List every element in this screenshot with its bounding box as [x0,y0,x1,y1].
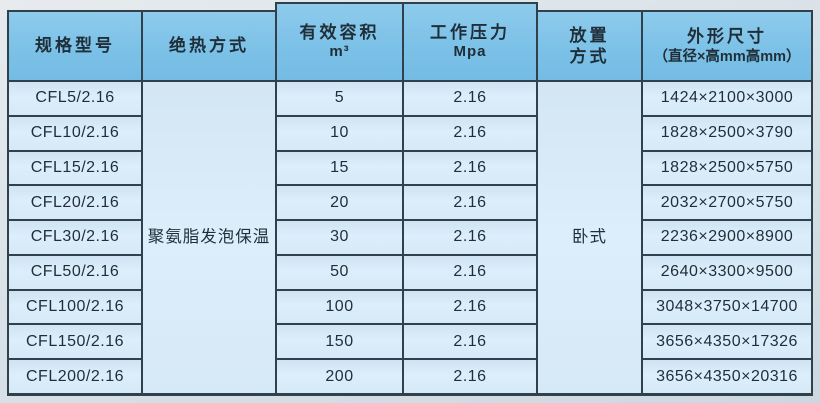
header-placement-title: 放置 [569,25,610,45]
header-model-title: 规格型号 [35,36,115,56]
cell-pressure: 2.16 [404,151,536,185]
cell-model: CFL100/2.16 [9,290,141,324]
cell-volume: 15 [277,151,402,185]
header-model: 规格型号 [9,12,141,80]
header-volume-unit: m³ [329,43,350,61]
header-placement: 放置 方式 [538,12,641,80]
cell-model: CFL5/2.16 [9,82,141,115]
spec-table: 规格型号 绝热方式 有效容积 m³ 工作压力 Mpa 放置 方式 外形尺寸 （直… [7,4,813,396]
header-volume: 有效容积 m³ [277,4,402,80]
header-pressure: 工作压力 Mpa [404,4,536,80]
header-dimensions-title: 外形尺寸 [687,27,767,47]
cell-dimensions: 2032×2700×5750 [643,186,811,220]
header-dimensions-unit: （直径×高mm高mm） [653,48,801,65]
cell-volume: 20 [277,186,402,220]
cell-placement-merged: 卧式 [538,82,641,393]
cell-dimensions: 3656×4350×20316 [643,360,811,393]
cell-model: CFL30/2.16 [9,221,141,254]
cell-volume: 50 [277,255,402,289]
cell-dimensions: 1424×2100×3000 [643,82,811,115]
cell-volume: 200 [277,360,402,393]
cell-pressure: 2.16 [404,186,536,220]
cell-pressure: 2.16 [404,82,536,115]
cell-volume: 10 [277,116,402,150]
cell-dimensions: 3656×4350×17326 [643,325,811,359]
cell-dimensions: 3048×3750×14700 [643,290,811,324]
header-insulation-title: 绝热方式 [169,36,249,56]
cell-pressure: 2.16 [404,221,536,254]
header-pressure-title: 工作压力 [430,23,510,42]
cell-pressure: 2.16 [404,255,536,289]
cell-model: CFL200/2.16 [9,360,141,393]
cell-volume: 5 [277,82,402,115]
header-volume-title: 有效容积 [299,23,380,42]
header-dimensions: 外形尺寸 （直径×高mm高mm） [643,12,811,80]
header-pressure-unit: Mpa [453,43,487,61]
cell-pressure: 2.16 [404,290,536,324]
header-insulation: 绝热方式 [143,12,275,80]
cell-dimensions: 1828×2500×5750 [643,151,811,185]
header-placement-title-line2: 方式 [569,47,610,66]
cell-model: CFL15/2.16 [9,151,141,185]
cell-dimensions: 1828×2500×3790 [643,116,811,150]
cell-model: CFL50/2.16 [9,255,141,289]
cell-volume: 100 [277,290,402,324]
cell-model: CFL150/2.16 [9,325,141,359]
cell-volume: 150 [277,325,402,359]
cell-pressure: 2.16 [404,360,536,393]
cell-pressure: 2.16 [404,116,536,150]
cell-model: CFL10/2.16 [9,116,141,150]
cell-volume: 30 [277,221,402,254]
cell-dimensions: 2640×3300×9500 [643,255,811,289]
cell-model: CFL20/2.16 [9,186,141,220]
cell-pressure: 2.16 [404,325,536,359]
cell-insulation-merged: 聚氨脂发泡保温 [143,82,275,393]
cell-dimensions: 2236×2900×8900 [643,221,811,254]
